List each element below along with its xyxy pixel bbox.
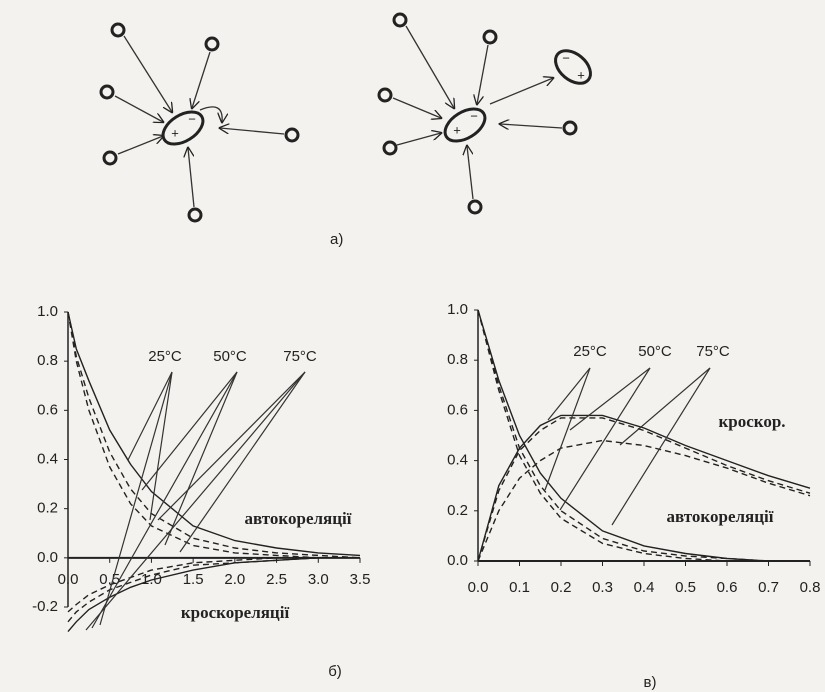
sign: + [171,125,179,140]
pointer [164,371,238,546]
x-tick-label: 3.5 [350,571,371,588]
sign: − [188,111,196,126]
y-tick-label: 0.2 [447,502,468,519]
curve [477,417,811,562]
pointer [99,371,173,626]
pointer [127,371,173,461]
pointer [611,367,711,526]
pointer [569,367,651,431]
curve [67,311,361,557]
pointer [157,371,306,521]
curve [67,557,360,613]
sign: + [577,67,585,82]
pointer [559,367,651,511]
x-tick-label: 0.6 [717,579,738,596]
annotation: 75°C [696,343,730,360]
x-tick-label: 0.3 [592,579,613,596]
annotation: кроскор. [718,412,785,431]
curve [477,439,811,562]
curve [477,309,810,562]
x-tick-label: 2.0 [224,571,245,588]
annotation: 25°C [148,348,182,365]
y-tick-label: 0.8 [37,352,58,369]
y-tick-label: 0.0 [37,549,58,566]
y-tick-label: 1.0 [37,303,58,320]
y-tick-label: 0.4 [447,452,468,469]
curve [477,309,810,562]
x-tick-label: 0.4 [634,579,655,596]
annotation: 50°C [638,343,672,360]
x-tick-label: 0.8 [800,579,821,596]
annotation: 25°C [573,343,607,360]
pointer [179,371,306,553]
y-tick-label: 0.6 [37,401,58,418]
x-tick-label: 0.0 [58,571,79,588]
x-tick-label: 0.1 [509,579,530,596]
annotation: автокореляції [667,507,774,526]
y-tick-label: 0.8 [447,351,468,368]
y-tick-label: 0.4 [37,450,58,467]
x-tick-label: 3.0 [308,571,329,588]
curve [67,557,360,633]
pointer [91,371,238,629]
curve [67,311,360,559]
y-tick-label: 0.2 [37,500,58,517]
diagram: + − + − − + а) [99,12,592,248]
sign: − [470,108,478,123]
annotation: кроскореляції [181,603,290,622]
x-tick-label: 0.2 [551,579,572,596]
pointer [141,371,238,491]
pointer [547,367,591,421]
x-tick-label: 0.5 [99,571,120,588]
pointer [85,371,306,631]
y-tick-label: 0.6 [447,401,468,418]
y-tick-label: -0.2 [32,598,58,615]
annotation: автокореляції [245,509,352,528]
curve [477,414,811,562]
y-tick-label: 1.0 [447,301,468,318]
caption: в) [644,674,657,691]
caption: а) [330,231,343,248]
pointer [619,367,711,446]
curve [67,557,360,623]
x-tick-label: 0.7 [758,579,779,596]
x-tick-label: 1.5 [183,571,204,588]
annotation: 50°C [213,348,247,365]
caption: б) [328,663,342,680]
x-tick-label: 0.0 [468,579,489,596]
x-tick-label: 2.5 [266,571,287,588]
annotation: 75°C [283,348,317,365]
x-tick-label: 0.5 [675,579,696,596]
pointer [149,371,173,521]
pointer [544,367,591,491]
y-tick-label: 0.0 [447,552,468,569]
sign: − [562,50,570,65]
sign: + [453,122,461,137]
